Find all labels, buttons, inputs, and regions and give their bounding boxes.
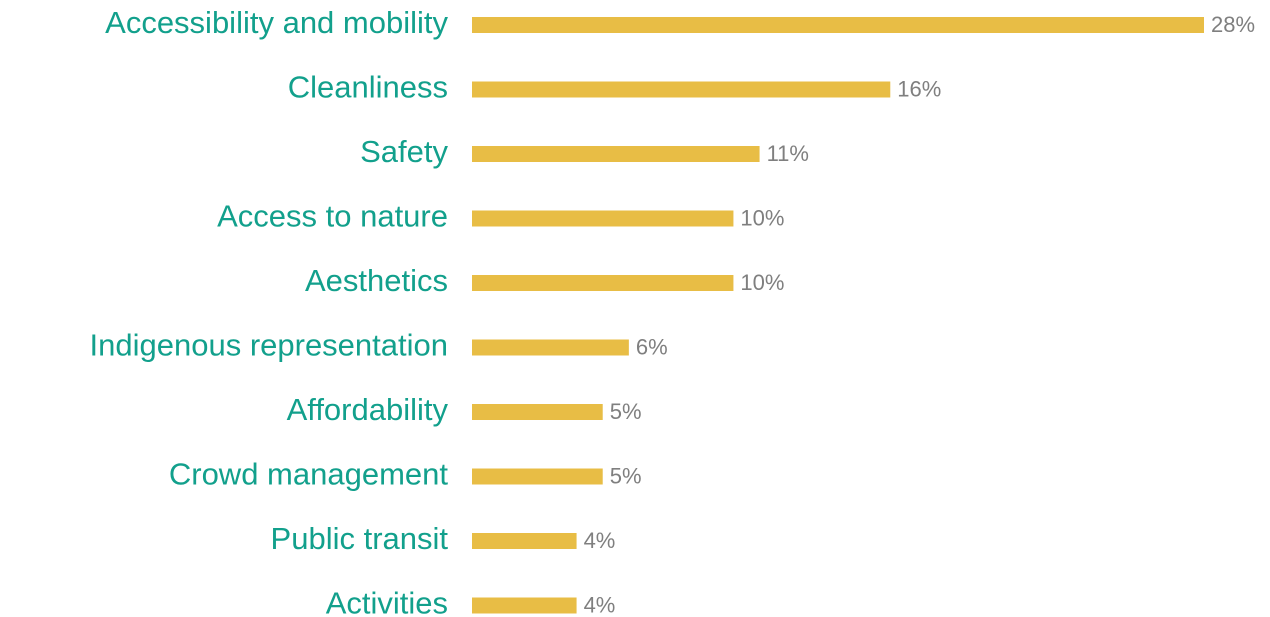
value-label: 4% [584,592,616,617]
category-label: Crowd management [169,457,449,492]
bar [472,17,1204,33]
category-label: Safety [360,134,448,169]
category-label: Affordability [287,392,449,427]
category-label: Public transit [271,521,449,556]
bar [472,404,603,420]
category-label: Indigenous representation [90,328,448,363]
value-label: 5% [610,399,642,424]
value-label: 11% [767,141,809,166]
value-label: 10% [740,270,784,295]
category-label: Access to nature [217,199,448,234]
bar [472,275,734,291]
value-label: 5% [610,463,642,488]
bar [472,339,629,356]
bar [472,597,577,614]
category-label: Cleanliness [288,70,448,105]
value-label: 4% [584,528,616,553]
category-label: Accessibility and mobility [105,5,448,40]
bar [472,533,577,549]
value-label: 10% [740,205,784,230]
bar [472,468,603,485]
category-label: Aesthetics [305,263,448,298]
category-label: Activities [326,586,448,617]
value-label: 6% [636,334,668,359]
value-label: 16% [897,76,941,101]
bar [472,210,734,227]
bar [472,81,891,98]
value-label: 28% [1211,12,1255,37]
bar [472,146,760,162]
